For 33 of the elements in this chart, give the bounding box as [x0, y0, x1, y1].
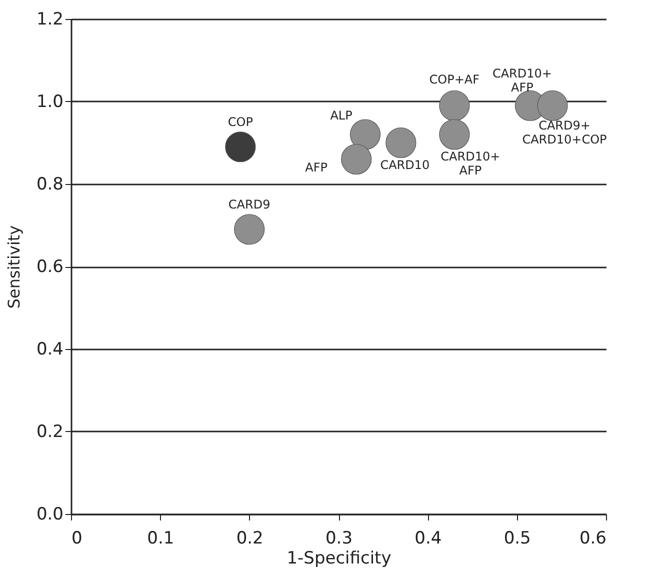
x-tick-label: 0.2: [236, 528, 264, 548]
point: [341, 144, 372, 175]
point: [234, 214, 265, 245]
x-tick-label: 0.4: [414, 528, 442, 548]
point: [350, 119, 381, 150]
y-tick-label: 0.0: [36, 504, 64, 524]
point: [386, 127, 416, 158]
series-label: COP: [228, 114, 253, 129]
x-tick-label: 0.3: [325, 528, 353, 548]
point: [537, 90, 568, 121]
series-label: ALP: [330, 108, 352, 122]
y-tick-label: 0.6: [36, 257, 64, 277]
series-label: CARD10+ AFP: [492, 66, 552, 95]
x-tick-label: 0: [72, 528, 82, 548]
point: [439, 119, 470, 150]
y-axis-title: Sensitivity: [4, 225, 24, 309]
series-label: CARD10: [380, 158, 430, 172]
x-tick-label: 0.6: [579, 528, 606, 548]
point: [225, 132, 256, 162]
y-tick-label: 0.2: [36, 422, 64, 442]
y-tick-label: 1.2: [36, 10, 64, 30]
y-tick-label: 0.8: [36, 174, 64, 194]
y-tick-label: 0.4: [36, 340, 64, 360]
x-tick-label: 0.5: [504, 528, 531, 548]
x-axis-title: 1-Specificity: [286, 548, 392, 568]
series-label: AFP: [305, 160, 328, 174]
point: [439, 90, 470, 121]
x-tick-label: 0.1: [147, 528, 174, 548]
y-tick-label: 1.0: [36, 92, 64, 112]
series-label: CARD9+ CARD10+COP: [522, 118, 607, 147]
series-label: CARD9: [228, 197, 270, 212]
series-label: CARD10+ AFP: [440, 150, 500, 178]
series-label: COP+AF: [429, 72, 480, 87]
